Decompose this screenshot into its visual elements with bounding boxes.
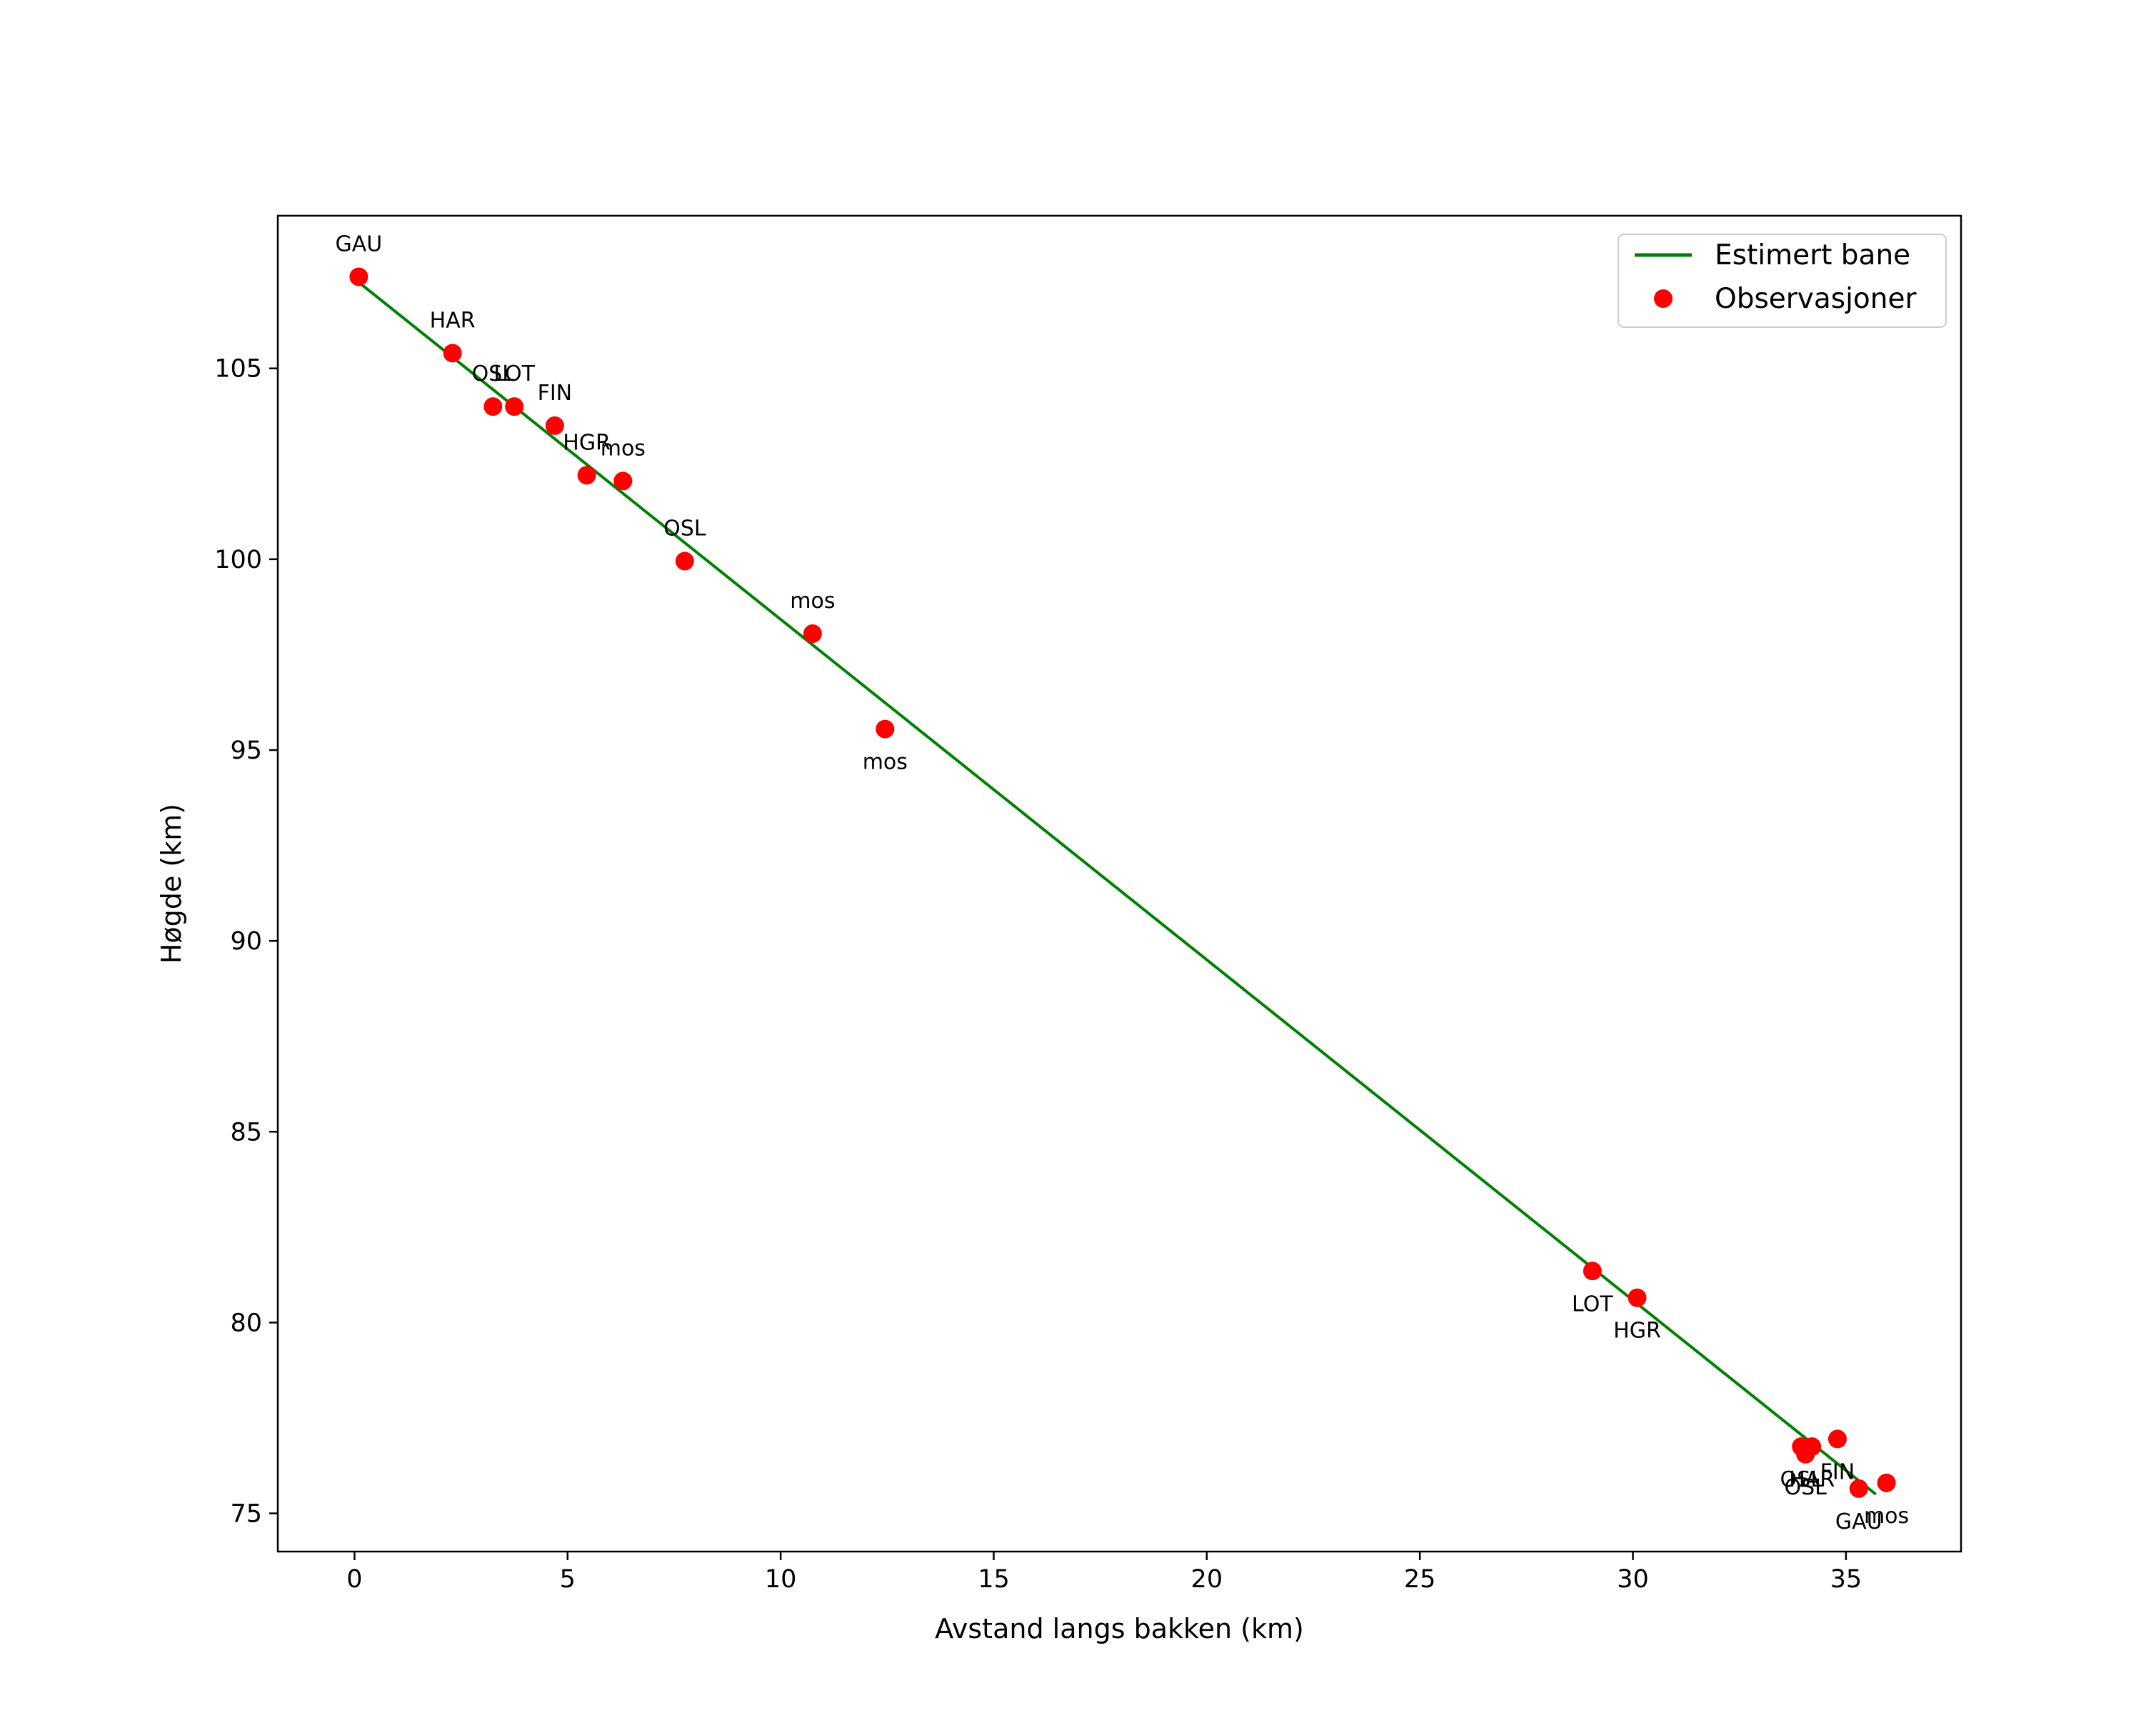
observation-label: FIN	[538, 381, 573, 406]
observation-point	[545, 416, 564, 435]
axes-frame	[276, 214, 1962, 1553]
observation-label: mos	[790, 589, 835, 614]
x-tick-label: 30	[1617, 1565, 1649, 1594]
x-tick-label: 5	[560, 1565, 576, 1594]
observation-point	[1877, 1473, 1896, 1492]
observation-point	[505, 397, 524, 416]
observation-point	[577, 466, 596, 485]
observation-label: HGR	[563, 430, 611, 455]
x-tick-label: 25	[1404, 1565, 1436, 1594]
observation-label: LOT	[493, 361, 535, 386]
observation-label: LOT	[1572, 1292, 1613, 1317]
observation-label: HGR	[1613, 1319, 1661, 1344]
y-tick-label: 100	[214, 546, 262, 574]
legend-box	[1618, 234, 1947, 328]
y-tick-label: 105	[214, 355, 262, 384]
x-axis-label: Avstand langs bakken (km)	[935, 1613, 1304, 1644]
observation-label: OSL	[1785, 1475, 1827, 1500]
observation-label: OSL	[1780, 1467, 1823, 1492]
observation-point	[1827, 1429, 1847, 1449]
y-tick-label: 90	[230, 927, 262, 956]
observation-label: mos	[1864, 1504, 1909, 1529]
observation-point	[613, 471, 633, 491]
observation-point	[1849, 1479, 1868, 1498]
plot-content: GAUHAROSLLOTFINHGRmosOSLmosmosLOTHGROSLH…	[336, 231, 1910, 1534]
x-tick-label: 15	[978, 1565, 1010, 1594]
observation-label: GAU	[336, 231, 383, 256]
observation-label: GAU	[1835, 1509, 1882, 1534]
observation-label: OSL	[663, 516, 706, 541]
legend-label-points: Observasjoner	[1715, 283, 1917, 315]
observation-label: FIN	[1820, 1459, 1855, 1484]
y-tick-label: 75	[230, 1500, 262, 1529]
observation-point	[675, 551, 694, 571]
legend-point-swatch	[1654, 289, 1673, 308]
observation-point	[1628, 1288, 1647, 1307]
y-axis-label: Høgde (km)	[156, 804, 187, 964]
observation-point	[483, 397, 503, 416]
observation-point	[443, 344, 462, 363]
observation-label: HAR	[1789, 1467, 1835, 1492]
estimated-trajectory-line	[356, 279, 1877, 1496]
observation-label: mos	[863, 750, 908, 775]
observation-label: OSL	[472, 361, 515, 386]
observation-label: mos	[601, 436, 646, 461]
observation-label: HAR	[430, 308, 476, 333]
legend: Estimert bane Observasjoner	[1618, 234, 1947, 328]
x-tick-label: 20	[1191, 1565, 1223, 1594]
plot-area	[278, 216, 1961, 1552]
x-axis-ticks: 0 5 10 15 20 25 30 35	[346, 1552, 1862, 1594]
y-tick-label: 80	[230, 1309, 262, 1337]
x-tick-label: 10	[765, 1565, 797, 1594]
observation-point	[349, 267, 368, 286]
observation-point	[803, 624, 822, 644]
observation-point	[1583, 1262, 1602, 1281]
legend-label-line: Estimert bane	[1715, 239, 1910, 271]
y-tick-label: 85	[230, 1118, 262, 1147]
y-axis-ticks: 75 80 85 90 95 100 105	[214, 355, 278, 1529]
observation-point	[1796, 1444, 1815, 1464]
x-tick-label: 35	[1830, 1565, 1862, 1594]
y-tick-label: 95	[230, 736, 262, 765]
x-tick-label: 0	[346, 1565, 362, 1594]
observation-point	[876, 719, 895, 739]
